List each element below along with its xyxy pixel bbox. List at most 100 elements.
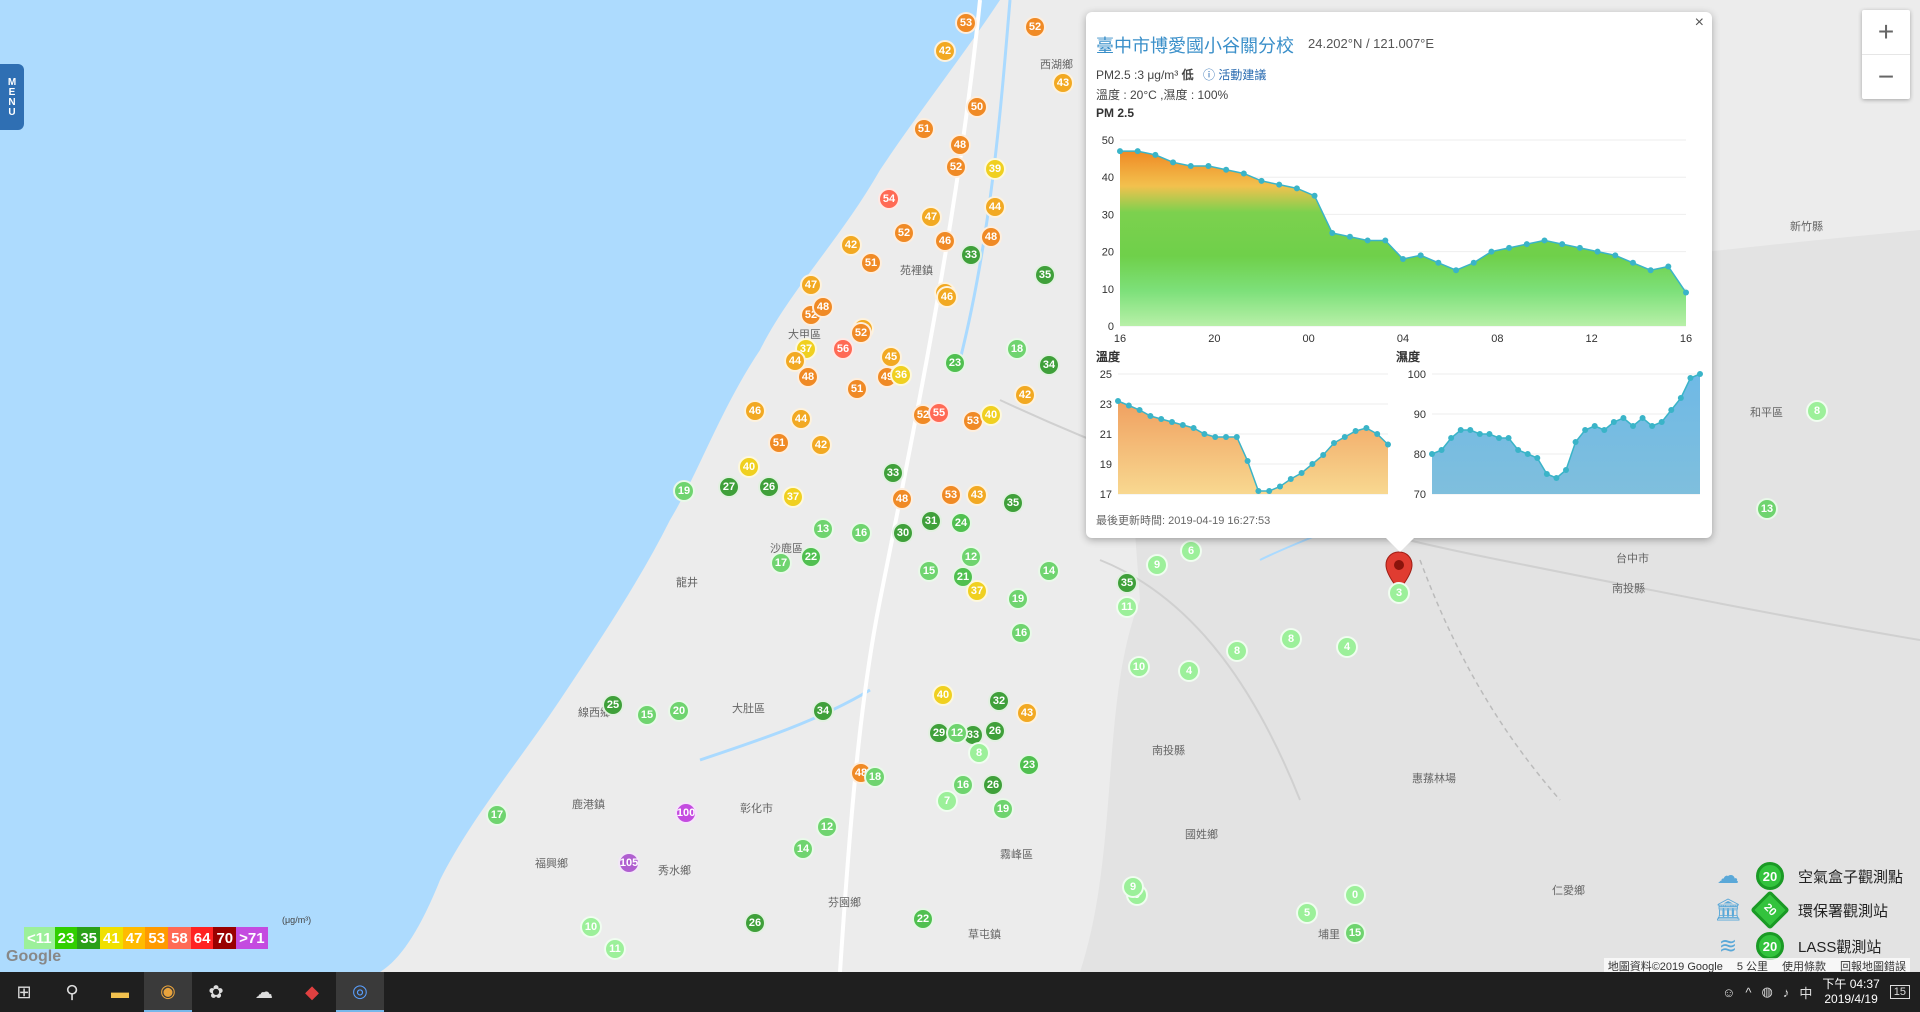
- map-canvas[interactable]: 西湖鄉 苑裡鎮 大甲區 沙鹿區 龍井 大肚區 線西鄉 鹿港鎮 福興鄉 秀水鄉 彰化市 芬園鄉 南投縣 國姓…: [0, 0, 1920, 972]
- station-marker[interactable]: 48: [891, 488, 913, 510]
- station-marker[interactable]: 14: [792, 838, 814, 860]
- station-marker[interactable]: 15: [1344, 922, 1366, 944]
- station-marker[interactable]: 43: [966, 484, 988, 506]
- station-marker[interactable]: 18: [864, 766, 886, 788]
- station-marker[interactable]: 17: [486, 804, 508, 826]
- selected-station-marker[interactable]: 3: [1388, 582, 1410, 604]
- station-marker[interactable]: 15: [918, 560, 940, 582]
- station-marker[interactable]: 40: [738, 456, 760, 478]
- station-marker[interactable]: 26: [982, 774, 1004, 796]
- station-marker[interactable]: 52: [893, 222, 915, 244]
- station-marker[interactable]: 53: [962, 410, 984, 432]
- app-blue-icon[interactable]: ◎: [336, 972, 384, 1012]
- station-marker[interactable]: 23: [944, 352, 966, 374]
- station-marker[interactable]: 22: [912, 908, 934, 930]
- station-marker[interactable]: 48: [949, 134, 971, 156]
- ime-indicator[interactable]: 中: [1799, 985, 1813, 1001]
- station-marker[interactable]: 52: [945, 156, 967, 178]
- station-marker[interactable]: 19: [1007, 588, 1029, 610]
- network-icon[interactable]: ◍: [1761, 984, 1773, 999]
- location-pin-icon[interactable]: [1384, 550, 1414, 594]
- station-marker[interactable]: 18: [1006, 338, 1028, 360]
- station-marker[interactable]: 46: [934, 230, 956, 252]
- station-marker[interactable]: 100: [675, 802, 697, 824]
- station-marker[interactable]: 51: [860, 252, 882, 274]
- station-marker[interactable]: 9: [1146, 554, 1168, 576]
- station-marker[interactable]: 56: [832, 338, 854, 360]
- station-marker[interactable]: 13: [812, 518, 834, 540]
- station-marker[interactable]: 34: [1038, 354, 1060, 376]
- station-marker[interactable]: 45: [880, 346, 902, 368]
- station-marker[interactable]: 26: [758, 476, 780, 498]
- station-marker[interactable]: 8: [1280, 628, 1302, 650]
- station-marker[interactable]: 47: [920, 206, 942, 228]
- station-marker[interactable]: 53: [955, 12, 977, 34]
- station-marker[interactable]: 16: [952, 774, 974, 796]
- station-marker[interactable]: 44: [984, 196, 1006, 218]
- station-marker[interactable]: 51: [846, 378, 868, 400]
- station-marker[interactable]: 40: [980, 404, 1002, 426]
- station-marker[interactable]: 42: [840, 234, 862, 256]
- station-marker[interactable]: 37: [966, 580, 988, 602]
- station-marker[interactable]: 31: [920, 510, 942, 532]
- station-marker[interactable]: 11: [604, 938, 626, 960]
- station-marker[interactable]: 53: [940, 484, 962, 506]
- station-marker[interactable]: 34: [812, 700, 834, 722]
- station-marker[interactable]: 10: [1128, 656, 1150, 678]
- station-marker[interactable]: 17: [770, 552, 792, 574]
- volume-icon[interactable]: ♪: [1782, 984, 1790, 1000]
- notification-icon[interactable]: 15: [1889, 985, 1910, 999]
- advice-link[interactable]: ⓘ 活動建議: [1203, 68, 1266, 82]
- station-marker[interactable]: 12: [946, 722, 968, 744]
- people-icon[interactable]: ☺: [1722, 984, 1736, 1000]
- station-marker[interactable]: 8: [968, 742, 990, 764]
- file-explorer-icon[interactable]: ▬: [111, 981, 129, 1002]
- app-red-icon[interactable]: ◆: [305, 981, 319, 1002]
- station-marker[interactable]: 5: [1296, 902, 1318, 924]
- station-marker[interactable]: 35: [1034, 264, 1056, 286]
- station-marker[interactable]: 24: [950, 512, 972, 534]
- menu-tab[interactable]: MENU: [0, 64, 24, 130]
- station-marker[interactable]: 48: [797, 366, 819, 388]
- station-marker[interactable]: 20: [668, 700, 690, 722]
- station-marker[interactable]: 33: [960, 244, 982, 266]
- station-marker[interactable]: 27: [718, 476, 740, 498]
- station-marker[interactable]: 16: [850, 522, 872, 544]
- station-marker[interactable]: 46: [744, 400, 766, 422]
- station-marker[interactable]: 48: [812, 296, 834, 318]
- station-marker[interactable]: 54: [878, 188, 900, 210]
- station-marker[interactable]: 35: [1116, 572, 1138, 594]
- station-marker[interactable]: 48: [980, 226, 1002, 248]
- station-marker[interactable]: 0: [1344, 884, 1366, 906]
- station-marker[interactable]: 44: [784, 350, 806, 372]
- close-icon[interactable]: ×: [1694, 14, 1704, 31]
- chevron-up-icon[interactable]: ^: [1745, 984, 1752, 1000]
- station-marker[interactable]: 6: [1180, 540, 1202, 562]
- station-marker[interactable]: 26: [744, 912, 766, 934]
- terms-link[interactable]: 使用條款: [1782, 961, 1826, 972]
- clock[interactable]: 下午 04:37 2019/4/19: [1822, 977, 1879, 1007]
- station-marker[interactable]: 50: [966, 96, 988, 118]
- chrome-icon[interactable]: ◉: [144, 972, 192, 1012]
- station-marker[interactable]: 4: [1178, 660, 1200, 682]
- station-marker[interactable]: 43: [1052, 72, 1074, 94]
- app-ghost-icon[interactable]: ☁: [255, 981, 273, 1002]
- station-marker[interactable]: 35: [1002, 492, 1024, 514]
- station-marker[interactable]: 12: [816, 816, 838, 838]
- windows-start-icon[interactable]: ⊞: [16, 981, 32, 1002]
- station-marker[interactable]: 19: [673, 480, 695, 502]
- station-marker[interactable]: 4: [1336, 636, 1358, 658]
- station-marker[interactable]: 25: [602, 694, 624, 716]
- station-marker[interactable]: 8: [1226, 640, 1248, 662]
- zoom-out-button[interactable]: −: [1862, 54, 1910, 99]
- station-marker[interactable]: 30: [892, 522, 914, 544]
- station-marker[interactable]: 42: [934, 40, 956, 62]
- station-marker[interactable]: 11: [1116, 596, 1138, 618]
- station-marker[interactable]: 40: [932, 684, 954, 706]
- station-marker[interactable]: 52: [850, 322, 872, 344]
- app-fox-icon[interactable]: ✿: [208, 981, 224, 1002]
- station-marker[interactable]: 43: [1016, 702, 1038, 724]
- station-marker[interactable]: 10: [580, 916, 602, 938]
- station-marker[interactable]: 12: [960, 546, 982, 568]
- station-marker[interactable]: 33: [882, 462, 904, 484]
